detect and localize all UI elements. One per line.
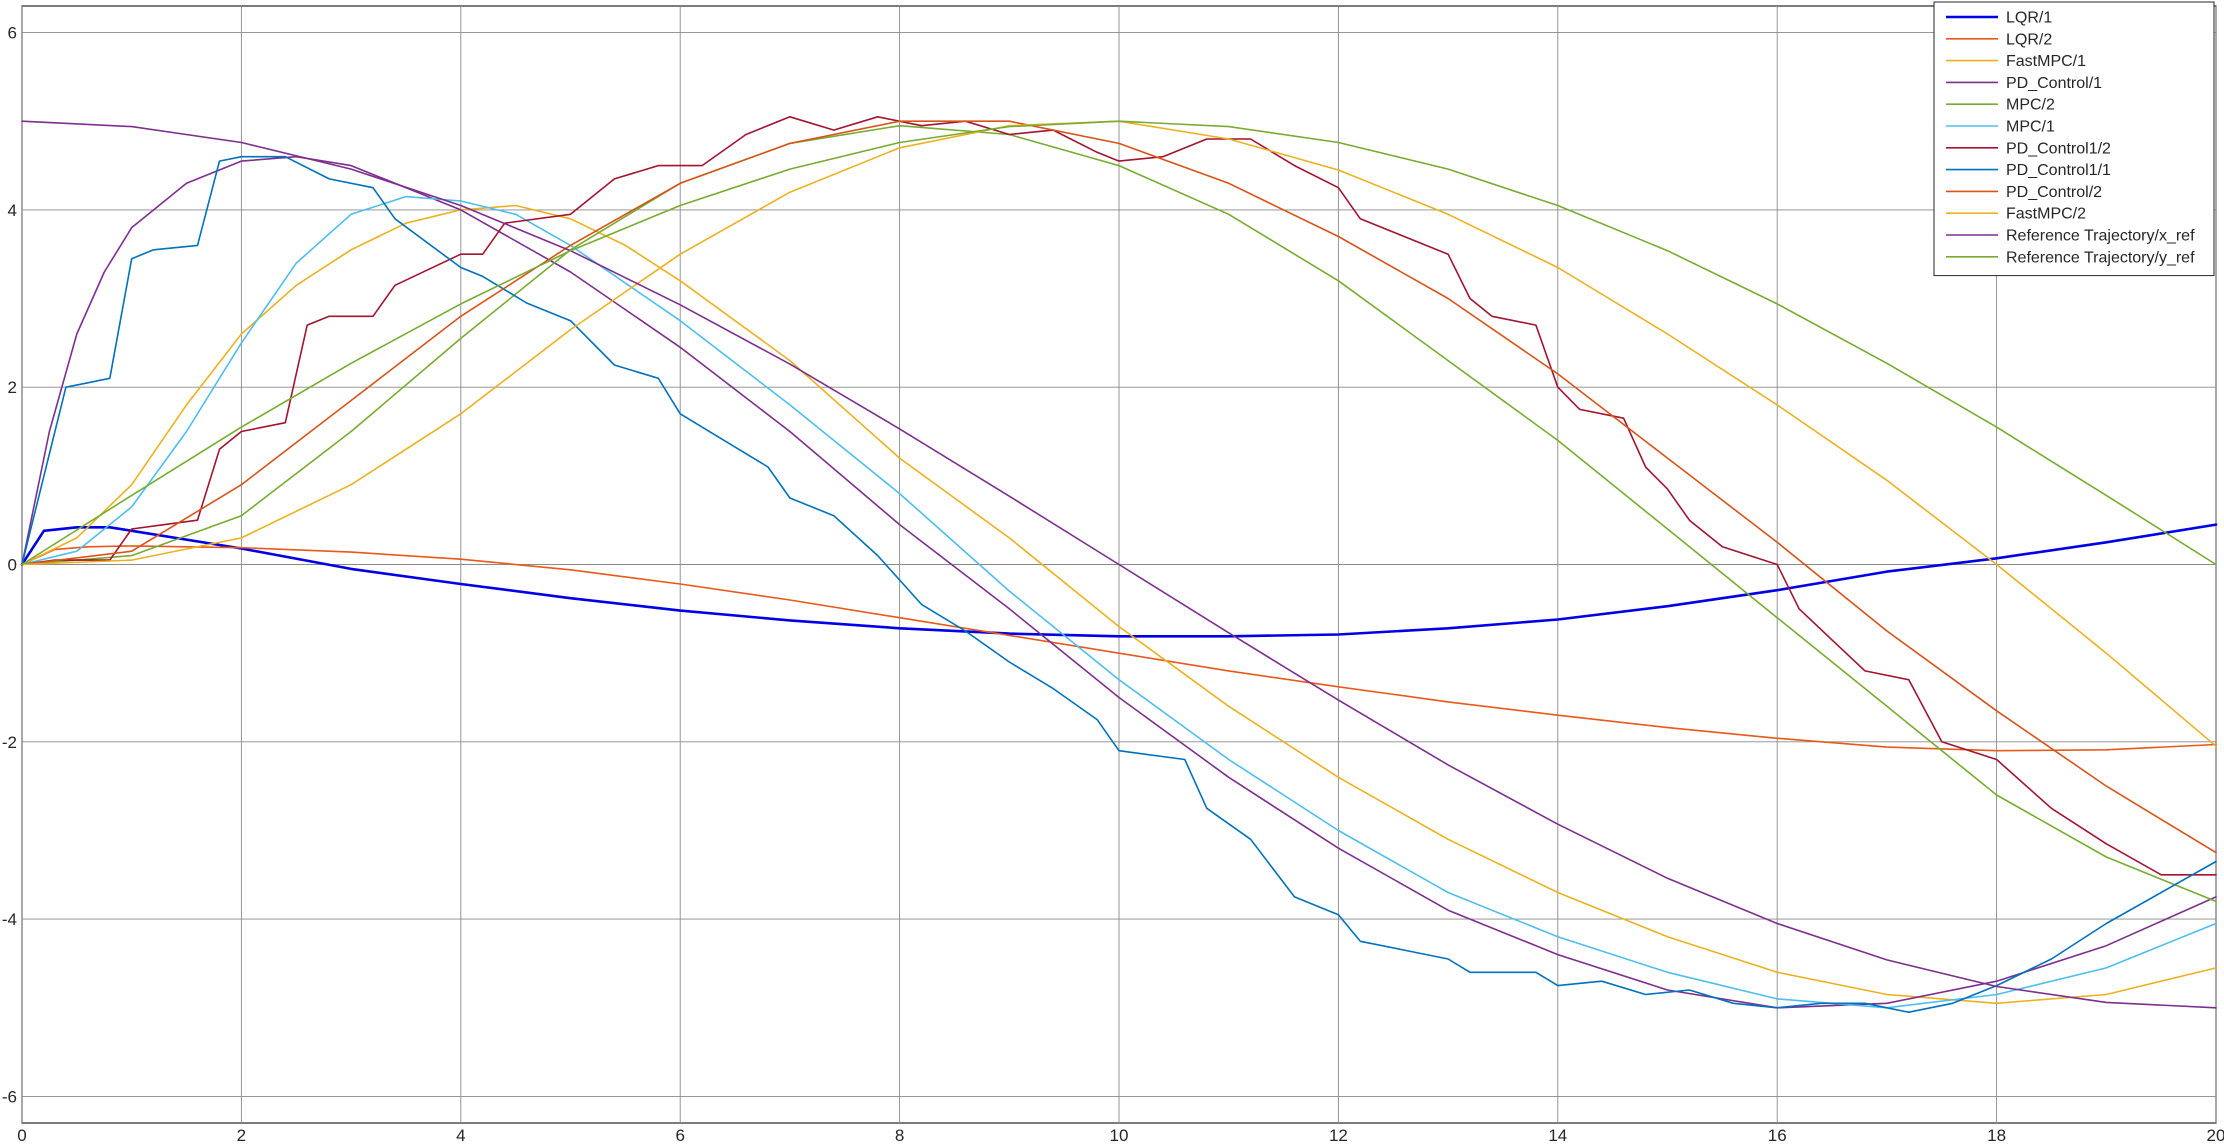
y-tick-label: 0 [8,556,17,575]
x-tick-label: 8 [895,1126,904,1145]
series-line [21,204,2217,1005]
x-tick-label: 0 [17,1126,26,1145]
legend-label: PD_Control/2 [2006,184,2102,201]
series-line [20,523,2218,638]
series-line [21,124,2217,903]
x-tick-label: 6 [675,1126,684,1145]
legend-label: Reference Trajectory/x_ref [2006,228,2195,245]
legend-label: FastMPC/1 [2006,53,2086,70]
series-lines [20,116,2218,1013]
x-tick-label: 18 [1987,1126,2006,1145]
legend-label: PD_Control1/2 [2006,140,2111,157]
legend-label: MPC/1 [2006,119,2055,136]
legend: LQR/1 LQR/2 FastMPC/1 PD_Control/1 MPC/2 MPC/… [1933,1,2215,277]
y-tick-label: 2 [8,378,17,397]
series-line [21,195,2217,1009]
series-line [21,155,2217,1009]
legend-box [1933,1,2215,277]
x-tick-label: 2 [237,1126,246,1145]
y-tick-label: -2 [2,733,17,752]
x-tick-label: 12 [1329,1126,1348,1145]
legend-label: PD_Control1/1 [2006,162,2111,179]
y-tick-label: 4 [8,201,17,220]
tick-labels: 0 2 4 6 8 10 12 14 16 18 20 -6 -4 -2 0 2 4 6 [2,24,2224,1145]
legend-label: LQR/1 [2006,10,2052,27]
y-tick-label: -6 [2,1087,17,1106]
legend-label: MPC/2 [2006,97,2055,114]
x-tick-label: 16 [1768,1126,1787,1145]
legend-label: PD_Control/1 [2006,75,2102,92]
series-line [21,120,2217,566]
series-line [21,116,2217,876]
legend-label: Reference Trajectory/y_ref [2006,249,2195,266]
x-tick-label: 14 [1548,1126,1567,1145]
legend-label: FastMPC/2 [2006,206,2086,223]
x-tick-label: 4 [456,1126,465,1145]
x-tick-label: 10 [1110,1126,1129,1145]
y-tick-label: -4 [2,910,17,929]
x-tick-label: 20 [2207,1126,2224,1145]
series-line [21,545,2217,752]
y-tick-label: 6 [8,24,17,43]
legend-label: LQR/2 [2006,31,2052,48]
series-line [21,120,2217,1009]
series-line [21,120,2217,854]
series-line [21,155,2217,1013]
